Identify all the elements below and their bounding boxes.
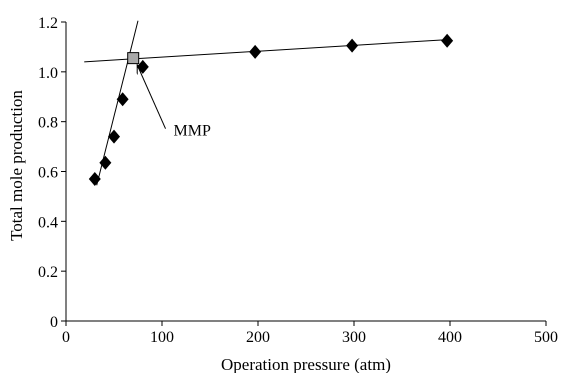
data-point [88, 171, 101, 186]
tick-marks [61, 21, 547, 326]
y-axis-label: Total mole production [7, 90, 26, 241]
y-tick-label: 1.2 [38, 15, 58, 32]
x-tick-label: 100 [150, 329, 174, 346]
trend-line [96, 20, 139, 186]
y-tick-label: 0 [50, 314, 58, 331]
annotation-group: MMP [137, 65, 211, 140]
x-tick-label: 200 [246, 329, 270, 346]
data-point [108, 129, 120, 144]
tick-labels: 0 100 200 300 400 500 0 0.2 0.4 0.6 0.8 1.0 1.2 [38, 15, 558, 346]
trend-line [84, 38, 451, 63]
mmp-marker [127, 52, 140, 65]
y-tick-label: 0.8 [38, 115, 58, 132]
data-point [116, 92, 129, 107]
y-tick-label: 0.2 [38, 264, 58, 281]
data-points [88, 33, 454, 186]
data-point [441, 33, 454, 48]
data-point [99, 155, 112, 170]
x-tick-label: 0 [62, 329, 70, 346]
annotation-arrow [137, 65, 166, 129]
data-point [346, 38, 359, 53]
mmp-marker-group [127, 52, 140, 65]
y-tick-label: 0.4 [38, 214, 58, 231]
x-tick-label: 500 [534, 329, 558, 346]
x-axis-label: Operation pressure (atm) [221, 355, 391, 373]
data-point [249, 44, 262, 59]
annotation-label: MMP [174, 123, 211, 140]
x-tick-label: 300 [342, 329, 366, 346]
trend-lines [84, 20, 451, 186]
y-tick-label: 1.0 [38, 65, 58, 82]
y-tick-label: 0.6 [38, 165, 58, 182]
x-tick-label: 400 [438, 329, 462, 346]
